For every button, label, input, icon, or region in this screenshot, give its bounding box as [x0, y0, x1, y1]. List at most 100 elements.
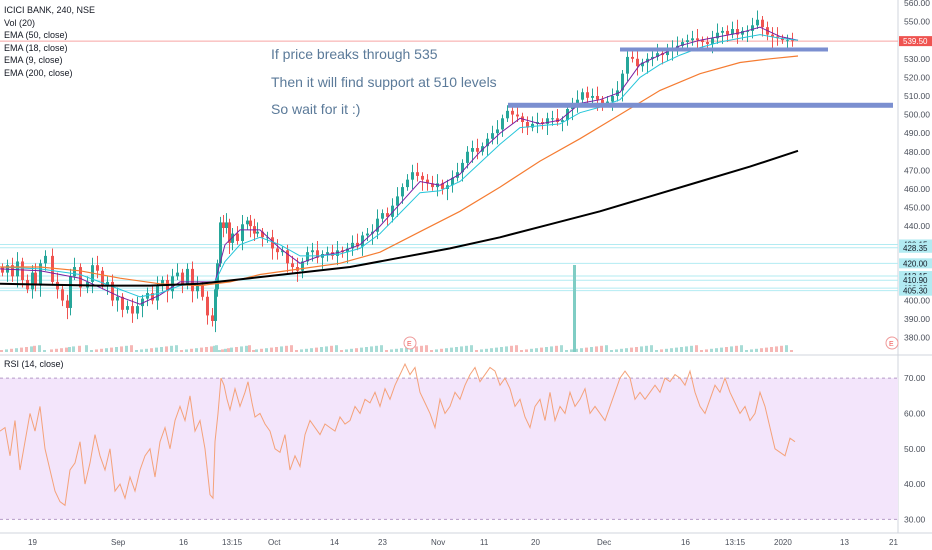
symbol-title[interactable]: ICICI BANK, 240, NSE — [4, 5, 96, 15]
candle-body — [136, 306, 139, 314]
candle-body — [401, 187, 404, 197]
candle-body — [686, 40, 689, 43]
volume-bar — [555, 345, 558, 352]
candle-body — [751, 25, 754, 31]
volume-bar — [300, 349, 303, 352]
volume-bar — [0, 350, 3, 352]
time-tick-label: 16 — [179, 538, 188, 547]
candle-body — [301, 261, 304, 271]
volume-bar — [38, 345, 41, 352]
volume-bar — [275, 347, 278, 352]
candle-body — [211, 315, 214, 321]
volume-bar — [400, 348, 403, 352]
candle-body — [706, 42, 709, 44]
volume-bar — [460, 346, 463, 352]
time-tick-label: 13:15 — [222, 538, 243, 547]
candle-body — [176, 272, 179, 277]
annotation-line-2[interactable]: Then it will find support at 510 levels — [271, 74, 497, 90]
volume-bar — [395, 348, 398, 352]
volume-bar — [325, 346, 328, 352]
candle-body — [1, 267, 4, 273]
candle-body — [196, 285, 199, 292]
candle-body — [466, 151, 469, 163]
candle-body — [611, 95, 614, 102]
volume-bar — [43, 350, 46, 352]
candle-body — [39, 263, 42, 286]
volume-bar — [375, 345, 378, 352]
volume-bar — [100, 348, 103, 352]
volume-bar — [695, 345, 698, 352]
earnings-marker — [885, 336, 899, 350]
last-price-badge — [899, 36, 932, 47]
volume-bar — [95, 349, 98, 352]
legend-ema-9[interactable]: EMA (9, close) — [4, 55, 63, 65]
volume-bar — [221, 349, 224, 352]
candle-body — [496, 129, 499, 134]
legend-volume[interactable]: Vol (20) — [4, 17, 36, 28]
volume-bar — [545, 347, 548, 352]
candle-body — [511, 110, 514, 115]
volume-bar — [570, 349, 573, 352]
volume-bar — [260, 348, 263, 352]
rsi-line — [0, 362, 796, 507]
volume-bar — [510, 345, 513, 352]
price-tick-label: 490.00 — [904, 128, 930, 138]
time-tick-label: 14 — [330, 538, 339, 547]
candle-body — [666, 49, 669, 56]
volume-bar — [33, 345, 36, 352]
candle-body — [771, 34, 774, 37]
candle-body — [276, 248, 279, 253]
volume-bar — [720, 347, 723, 352]
rsi-tick-label: 60.00 — [904, 408, 926, 418]
candle-body — [761, 19, 764, 28]
volume-bar — [670, 348, 673, 352]
volume-bar — [5, 349, 8, 352]
volume-bar — [130, 345, 133, 352]
candle-body — [576, 99, 579, 106]
candle-body — [491, 133, 494, 139]
candle-body — [391, 205, 394, 217]
volume-bar — [775, 346, 778, 352]
legend-ema-18[interactable]: EMA (18, close) — [4, 42, 68, 53]
candle-body — [236, 233, 239, 242]
volume-bar — [455, 347, 458, 352]
volume-bar — [340, 350, 343, 352]
volume-bar — [435, 349, 438, 352]
volume-bars — [0, 265, 793, 352]
annotation-line-1[interactable]: If price breaks through 535 — [271, 46, 438, 62]
legend-ema-50[interactable]: EMA (50, close) — [4, 30, 68, 40]
candle-body — [161, 280, 164, 286]
volume-bar — [620, 348, 623, 352]
candle-body — [101, 270, 104, 286]
candle-body — [311, 250, 314, 253]
candle-body — [411, 172, 414, 180]
candle-body — [791, 40, 794, 42]
volume-bar — [595, 346, 598, 352]
candle-body — [516, 114, 519, 117]
volume-bar — [505, 346, 508, 352]
resistance-zone-535 — [620, 47, 828, 52]
volume-bar — [350, 348, 353, 352]
legend-rsi[interactable]: RSI (14, close) — [4, 359, 64, 369]
candle-body — [186, 268, 189, 284]
volume-bar — [160, 347, 163, 352]
candle-body — [286, 250, 289, 264]
volume-bar — [50, 349, 53, 352]
volume-bar — [560, 345, 563, 352]
volume-bar — [200, 347, 203, 352]
annotation-line-3[interactable]: So wait for it :) — [271, 101, 361, 117]
candle-body — [34, 272, 37, 286]
candle-body — [651, 56, 654, 59]
legend-ema-200[interactable]: EMA (200, close) — [4, 67, 73, 78]
volume-bar — [770, 347, 773, 352]
candle-body — [291, 263, 294, 268]
volume-bar — [520, 350, 523, 352]
candle-body — [241, 224, 244, 242]
candle-body — [31, 272, 34, 290]
candle-body — [716, 32, 719, 39]
candle-body — [691, 38, 694, 41]
ema-50-line — [0, 55, 799, 287]
volume-bar — [270, 347, 273, 352]
volume-bar — [785, 345, 788, 352]
